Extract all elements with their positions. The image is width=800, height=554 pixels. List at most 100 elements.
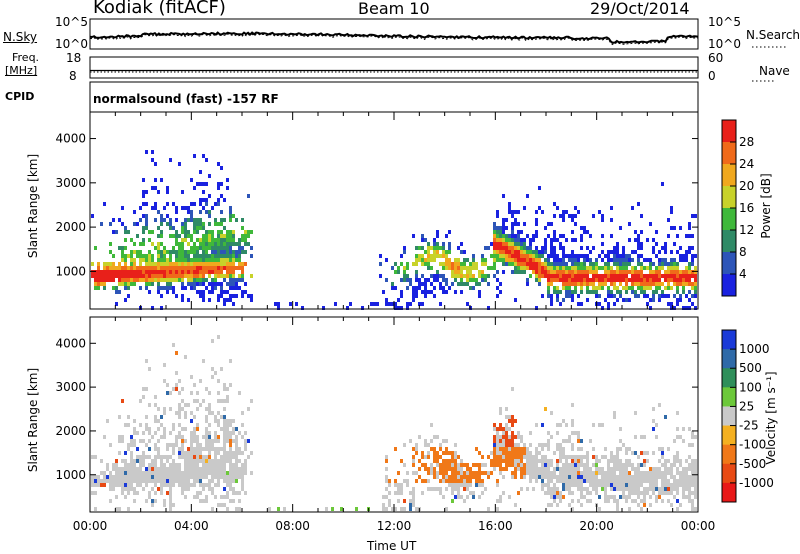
power-cell — [694, 266, 697, 270]
power-cell — [169, 226, 172, 230]
power-cell — [580, 266, 583, 270]
power-cell — [691, 258, 694, 262]
velocity-cell — [133, 467, 136, 471]
power-cell — [157, 234, 160, 238]
velocity-cell — [169, 455, 172, 459]
velocity-cell — [508, 447, 511, 451]
power-cell — [544, 226, 547, 230]
velocity-cell — [226, 507, 229, 511]
power-cell — [436, 230, 439, 234]
velocity-cell — [535, 447, 538, 451]
power-cell — [103, 286, 106, 290]
power-cell — [439, 282, 442, 286]
velocity-cell — [592, 455, 595, 459]
power-cell — [604, 254, 607, 258]
power-cell — [544, 246, 547, 250]
velocity-cell — [178, 407, 181, 411]
power-cell — [229, 214, 232, 218]
velocity-cell — [694, 475, 697, 479]
velocity-cell — [496, 507, 499, 511]
velocity-cell — [571, 431, 574, 435]
power-cell — [643, 286, 646, 290]
velocity-cell — [238, 391, 241, 395]
power-cell — [157, 278, 160, 282]
velocity-cell — [412, 459, 415, 463]
velocity-cell — [514, 467, 517, 471]
power-cell — [625, 278, 628, 282]
power-cell — [217, 270, 220, 274]
velocity-cell — [493, 423, 496, 427]
power-cell — [118, 290, 121, 294]
power-cell — [670, 258, 673, 262]
power-cell — [619, 294, 622, 298]
power-cell — [127, 294, 130, 298]
power-cell — [400, 306, 403, 310]
velocity-cell — [388, 483, 391, 487]
velocity-cell — [181, 443, 184, 447]
velocity-cell — [223, 471, 226, 475]
power-cell — [163, 258, 166, 262]
velocity-cell — [139, 399, 142, 403]
power-cell — [646, 278, 649, 282]
velocity-cell — [118, 435, 121, 439]
power-cell — [454, 290, 457, 294]
power-cell — [562, 258, 565, 262]
velocity-cell — [244, 447, 247, 451]
power-cell — [226, 298, 229, 302]
power-cell — [517, 222, 520, 226]
velocity-cell — [196, 471, 199, 475]
velocity-cell — [448, 483, 451, 487]
power-cell — [409, 302, 412, 306]
velocity-cell — [523, 447, 526, 451]
power-cell — [466, 266, 469, 270]
velocity-cell — [526, 487, 529, 491]
velocity-cell — [205, 387, 208, 391]
power-cell — [622, 250, 625, 254]
power-cell — [199, 290, 202, 294]
power-cell — [523, 254, 526, 258]
power-cell — [433, 294, 436, 298]
velocity-cell — [151, 471, 154, 475]
velocity-cell — [556, 479, 559, 483]
velocity-cell — [388, 479, 391, 483]
velocity-cell — [160, 435, 163, 439]
power-cell — [412, 298, 415, 302]
power-cell — [688, 234, 691, 238]
power-cell — [130, 250, 133, 254]
power-cell — [607, 302, 610, 306]
power-cell — [685, 278, 688, 282]
power-cell — [685, 254, 688, 258]
power-cell — [166, 186, 169, 190]
velocity-cell — [226, 459, 229, 463]
velocity-cell — [442, 439, 445, 443]
power-cell — [601, 282, 604, 286]
velocity-cell — [220, 495, 223, 499]
velocity-cell — [586, 487, 589, 491]
power-cell — [607, 270, 610, 274]
velocity-cell — [577, 479, 580, 483]
power-cell — [160, 230, 163, 234]
power-cell — [553, 286, 556, 290]
power-cell — [652, 274, 655, 278]
velocity-cell — [139, 455, 142, 459]
power-cell — [220, 266, 223, 270]
velocity-cell — [190, 483, 193, 487]
velocity-cell — [244, 443, 247, 447]
power-cell — [229, 218, 232, 222]
velocity-cell — [610, 479, 613, 483]
velocity-cell — [490, 471, 493, 475]
power-cell — [655, 282, 658, 286]
velocity-cell — [199, 451, 202, 455]
power-cell — [526, 266, 529, 270]
power-cell — [202, 182, 205, 186]
power-cell — [184, 270, 187, 274]
power-cell — [193, 262, 196, 266]
velocity-cell — [586, 455, 589, 459]
sky-panel — [89, 18, 788, 50]
velocity-cell — [667, 487, 670, 491]
power-cell — [223, 274, 226, 278]
velocity-cell — [475, 463, 478, 467]
velocity-cell — [559, 475, 562, 479]
velocity-cell — [217, 439, 220, 443]
velocity-cell — [217, 411, 220, 415]
